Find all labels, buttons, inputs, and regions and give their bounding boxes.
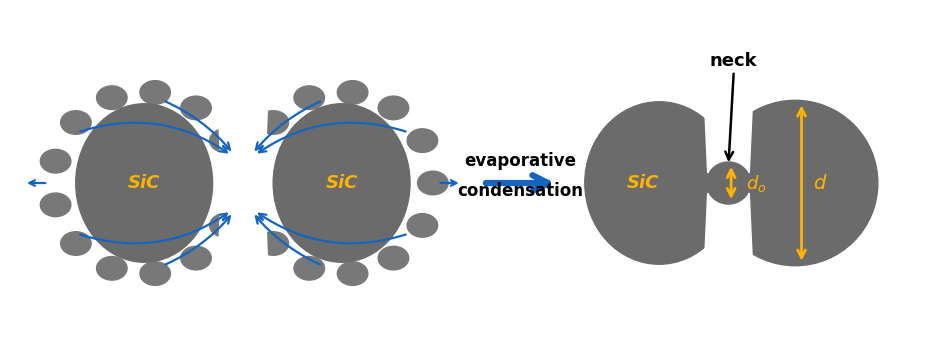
Ellipse shape (97, 257, 127, 280)
Ellipse shape (61, 111, 91, 134)
Text: $d_o$: $d_o$ (746, 173, 767, 194)
Ellipse shape (76, 104, 213, 262)
Ellipse shape (40, 193, 71, 217)
Text: $d$: $d$ (813, 174, 827, 192)
Ellipse shape (97, 86, 127, 110)
Ellipse shape (258, 232, 289, 255)
Text: SiC: SiC (326, 174, 358, 192)
Ellipse shape (140, 80, 170, 104)
Text: condensation: condensation (457, 182, 583, 200)
Text: SiC: SiC (627, 174, 659, 192)
Ellipse shape (294, 86, 325, 110)
Ellipse shape (140, 262, 170, 285)
Ellipse shape (712, 100, 878, 266)
Ellipse shape (585, 102, 733, 264)
Ellipse shape (258, 111, 289, 134)
Polygon shape (702, 50, 755, 173)
Text: evaporative: evaporative (465, 152, 577, 170)
Polygon shape (702, 193, 755, 316)
Ellipse shape (180, 246, 211, 270)
Ellipse shape (378, 96, 408, 120)
Ellipse shape (61, 232, 91, 255)
Ellipse shape (294, 257, 325, 280)
Ellipse shape (418, 171, 448, 195)
Ellipse shape (408, 129, 438, 152)
Text: neck: neck (710, 52, 757, 70)
Ellipse shape (337, 80, 368, 104)
Polygon shape (216, 50, 270, 170)
Ellipse shape (210, 129, 240, 152)
Ellipse shape (210, 214, 240, 237)
Ellipse shape (378, 246, 408, 270)
Ellipse shape (40, 149, 71, 173)
Polygon shape (216, 196, 270, 316)
Ellipse shape (274, 104, 410, 262)
Ellipse shape (337, 262, 368, 285)
Ellipse shape (180, 96, 211, 120)
Ellipse shape (408, 214, 438, 237)
Text: SiC: SiC (128, 174, 161, 192)
